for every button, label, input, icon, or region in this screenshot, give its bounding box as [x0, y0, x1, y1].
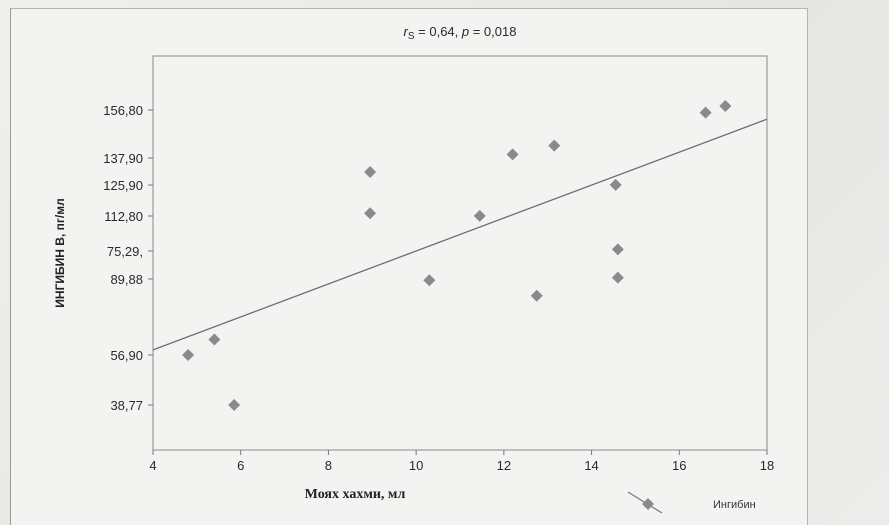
y-axis-ticks: 38,77 56,90 89,88 75,29, 112,80 125,90 137,90 1…	[103, 103, 153, 413]
data-point	[473, 209, 486, 222]
x-tick-label: 6	[237, 458, 244, 473]
x-tick-label: 8	[325, 458, 332, 473]
data-point	[208, 333, 221, 346]
y-axis-label: ИНГИБИН B, пг/мл	[53, 198, 67, 307]
data-point	[423, 274, 436, 287]
data-point	[611, 243, 624, 256]
data-point	[699, 106, 712, 119]
plot-area	[152, 55, 768, 451]
data-point	[182, 349, 195, 361]
data-point	[364, 207, 377, 220]
x-axis-ticks: 4 6 8 10 12 14 16 18	[149, 450, 774, 473]
data-point	[609, 178, 622, 191]
legend-label: Ингибин	[713, 499, 756, 511]
chart-title: rS = 0,64, p = 0,018	[404, 24, 517, 42]
y-tick-label: 89,88	[110, 272, 143, 287]
x-tick-label: 12	[497, 458, 511, 473]
data-point	[228, 399, 241, 411]
y-tick-label: 156,80	[103, 103, 143, 118]
data-point	[506, 148, 519, 161]
legend: Ингибин	[627, 491, 756, 514]
y-tick-label: 38,77	[110, 398, 143, 413]
data-point	[611, 271, 624, 284]
y-tick-label: 75,29,	[107, 244, 143, 259]
data-points	[182, 100, 732, 411]
x-tick-label: 4	[149, 458, 156, 473]
data-point	[364, 166, 377, 178]
legend-diamond-symbol	[642, 498, 654, 510]
x-tick-label: 18	[760, 458, 774, 473]
y-tick-label: 112,80	[104, 209, 143, 224]
x-axis-label: Моях хахми, мл	[305, 487, 406, 502]
y-tick-label: 125,90	[103, 178, 143, 193]
data-point	[719, 100, 732, 112]
data-point	[530, 289, 543, 302]
x-tick-label: 14	[584, 458, 598, 473]
y-tick-label: 137,90	[103, 151, 143, 166]
data-point	[548, 139, 561, 152]
x-tick-label: 10	[409, 458, 423, 473]
trend-line	[152, 118, 768, 351]
y-tick-label: 56,90	[110, 348, 143, 363]
x-tick-label: 16	[672, 458, 686, 473]
